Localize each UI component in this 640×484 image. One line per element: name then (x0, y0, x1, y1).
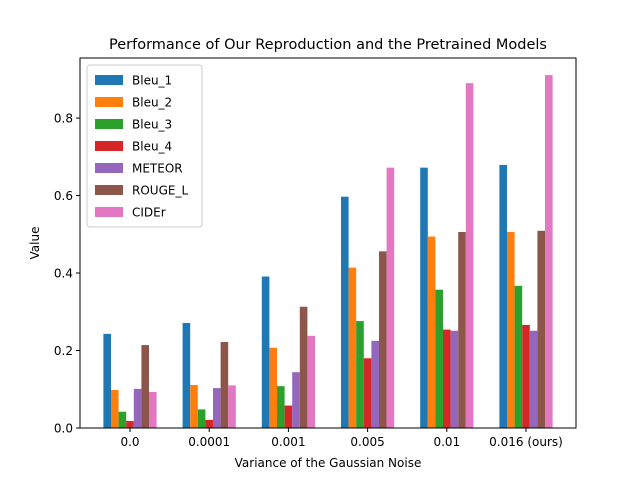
bar-bleu-2-3 (348, 267, 357, 428)
bar-rouge-l-0 (141, 345, 149, 428)
bar-bleu-1-1 (182, 323, 191, 428)
bar-bleu-3-5 (514, 285, 523, 428)
x-tick-label: 0.0001 (188, 435, 230, 449)
bar-cider-2 (307, 335, 315, 428)
bar-bleu-4-4 (443, 329, 451, 428)
bar-bleu-1-4 (420, 167, 428, 428)
bar-meteor-3 (371, 340, 379, 428)
bar-rouge-l-1 (220, 341, 229, 428)
bar-bleu-4-1 (205, 419, 213, 428)
bar-rouge-l-4 (458, 231, 466, 428)
bar-bleu-2-2 (269, 347, 277, 428)
y-tick-label: 0.4 (54, 266, 73, 280)
legend-label-meteor: METEOR (132, 162, 183, 176)
bar-bleu-4-0 (126, 421, 134, 428)
legend-swatch-cider (95, 207, 123, 217)
y-tick-label: 0.2 (54, 344, 73, 358)
y-tick-label: 0.0 (54, 421, 73, 435)
y-tick-label: 0.6 (54, 189, 73, 203)
bar-cider-3 (386, 167, 395, 428)
legend-swatch-bleu-1 (95, 75, 123, 85)
bar-bleu-4-5 (522, 324, 530, 428)
x-tick-label: 0.0 (120, 435, 139, 449)
legend-label-bleu-1: Bleu_1 (132, 74, 172, 88)
bar-bleu-1-3 (341, 196, 349, 428)
legend-label-cider: CIDEr (132, 206, 166, 220)
bar-rouge-l-2 (299, 306, 308, 428)
bar-bleu-2-1 (190, 384, 198, 428)
bar-cider-1 (228, 385, 236, 428)
bar-bleu-4-2 (284, 405, 293, 428)
bar-bleu-2-4 (427, 236, 436, 428)
bar-bleu-3-0 (118, 411, 127, 428)
bar-bleu-1-0 (103, 333, 111, 428)
bar-meteor-1 (213, 388, 221, 428)
legend-swatch-rouge-l (95, 185, 123, 195)
y-axis: 0.0 0.2 0.4 0.6 0.8 (54, 111, 80, 435)
bar-bleu-1-2 (261, 276, 270, 428)
bar-bleu-3-3 (356, 321, 364, 428)
bar-cider-4 (465, 83, 474, 429)
bar-bleu-2-5 (507, 231, 515, 428)
legend-swatch-meteor (95, 163, 123, 173)
bars-layer (103, 75, 553, 429)
bar-bleu-2-0 (111, 390, 119, 428)
y-tick-label: 0.8 (54, 111, 73, 125)
legend-swatch-bleu-2 (95, 97, 123, 107)
x-tick-label: 0.01 (433, 435, 460, 449)
legend-swatch-bleu-3 (95, 119, 123, 129)
x-axis-label: Variance of the Gaussian Noise (235, 456, 422, 470)
bar-cider-5 (545, 75, 553, 429)
bar-bleu-3-4 (435, 289, 443, 428)
x-axis: 0.0 0.0001 0.001 0.005 0.01 0.016 (ours) (120, 428, 563, 449)
legend-label-bleu-4: Bleu_4 (132, 140, 172, 154)
bar-rouge-l-5 (537, 230, 545, 428)
x-tick-label: 0.001 (271, 435, 305, 449)
bar-bleu-1-5 (499, 164, 507, 428)
legend-label-rouge-l: ROUGE_L (132, 184, 188, 198)
bar-meteor-2 (292, 372, 300, 428)
legend-label-bleu-3: Bleu_3 (132, 118, 172, 132)
plot-area-frame (79, 57, 577, 429)
bar-bleu-4-3 (363, 358, 372, 428)
y-axis-label: Value (28, 227, 42, 260)
bar-bleu-3-1 (197, 409, 206, 428)
legend-label-bleu-2: Bleu_2 (132, 96, 172, 110)
bar-bleu-3-2 (277, 386, 285, 428)
bar-meteor-0 (133, 388, 142, 428)
x-tick-label: 0.005 (350, 435, 384, 449)
bar-meteor-4 (450, 330, 459, 428)
bar-meteor-5 (529, 330, 538, 428)
bar-rouge-l-3 (379, 251, 387, 428)
chart-title: Performance of Our Reproduction and the … (109, 37, 547, 53)
bar-cider-0 (149, 391, 157, 428)
x-tick-label: 0.016 (ours) (489, 435, 563, 449)
legend: Bleu_1 Bleu_2 Bleu_3 Bleu_4 METEOR ROUGE_L CID… (86, 64, 203, 228)
legend-swatch-bleu-4 (95, 141, 123, 151)
